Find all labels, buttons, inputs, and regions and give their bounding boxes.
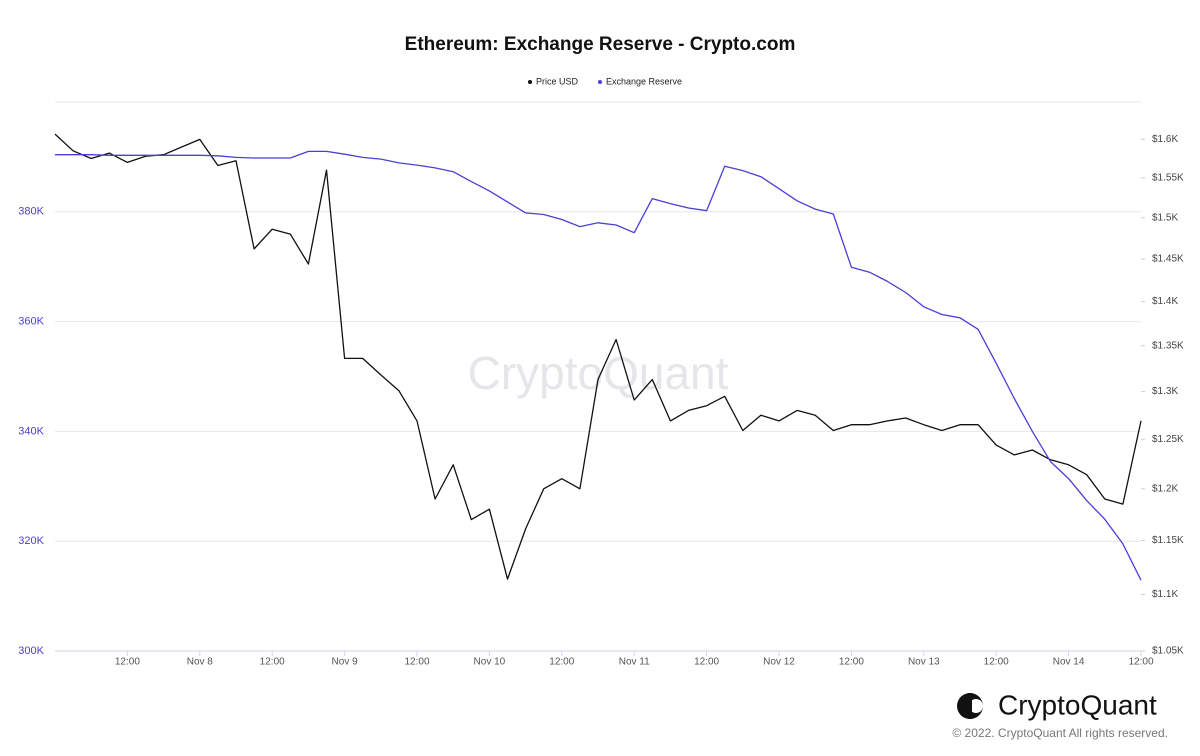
y2-tick-label: $1.3K — [1152, 386, 1178, 397]
x-tick-label: 12:00 — [839, 657, 864, 668]
logo-text: CryptoQuant — [998, 689, 1157, 720]
y-tick-label: 320K — [18, 535, 44, 547]
x-tick-label: Nov 9 — [332, 657, 359, 668]
x-tick-label: Nov 10 — [474, 657, 506, 668]
watermark: CryptoQuant — [468, 347, 729, 399]
x-tick-label: 12:00 — [549, 657, 574, 668]
legend-marker — [528, 80, 532, 84]
legend-marker — [598, 80, 602, 84]
series-line — [54, 133, 1142, 580]
y2-tick-label: $1.2K — [1152, 483, 1178, 494]
y2-tick-label: $1.4K — [1152, 296, 1178, 307]
x-tick-label: Nov 12 — [763, 657, 795, 668]
x-tick-label: 12:00 — [694, 657, 719, 668]
x-tick-label: 12:00 — [984, 657, 1009, 668]
y2-tick-label: $1.25K — [1152, 434, 1184, 445]
series-line — [55, 150, 1142, 581]
y-tick-label: 300K — [18, 645, 44, 657]
y-tick-label: 380K — [18, 206, 44, 218]
y2-tick-label: $1.15K — [1152, 535, 1184, 546]
legend-label: Exchange Reserve — [606, 76, 682, 86]
y2-tick-label: $1.05K — [1152, 646, 1184, 657]
y-tick-label: 360K — [18, 316, 44, 328]
legend-label: Price USD — [536, 76, 579, 86]
copyright: © 2022. CryptoQuant All rights reserved. — [952, 726, 1168, 740]
logo-icon — [957, 693, 983, 719]
chart-title: Ethereum: Exchange Reserve - Crypto.com — [405, 34, 796, 55]
y2-tick-label: $1.45K — [1152, 254, 1184, 265]
x-tick-label: Nov 13 — [908, 657, 940, 668]
x-tick-label: Nov 11 — [619, 657, 650, 668]
y2-tick-label: $1.6K — [1152, 134, 1178, 145]
y2-tick-label: $1.55K — [1152, 173, 1184, 184]
x-tick-label: 12:00 — [115, 657, 140, 668]
x-tick-label: 12:00 — [1128, 657, 1153, 668]
x-tick-label: 12:00 — [260, 657, 285, 668]
y-tick-label: 340K — [18, 425, 44, 437]
y2-tick-label: $1.5K — [1152, 212, 1178, 223]
y2-tick-label: $1.1K — [1152, 589, 1178, 600]
x-tick-label: Nov 14 — [1053, 657, 1085, 668]
x-tick-label: 12:00 — [404, 657, 429, 668]
y2-tick-label: $1.35K — [1152, 340, 1184, 351]
x-tick-label: Nov 8 — [187, 657, 214, 668]
